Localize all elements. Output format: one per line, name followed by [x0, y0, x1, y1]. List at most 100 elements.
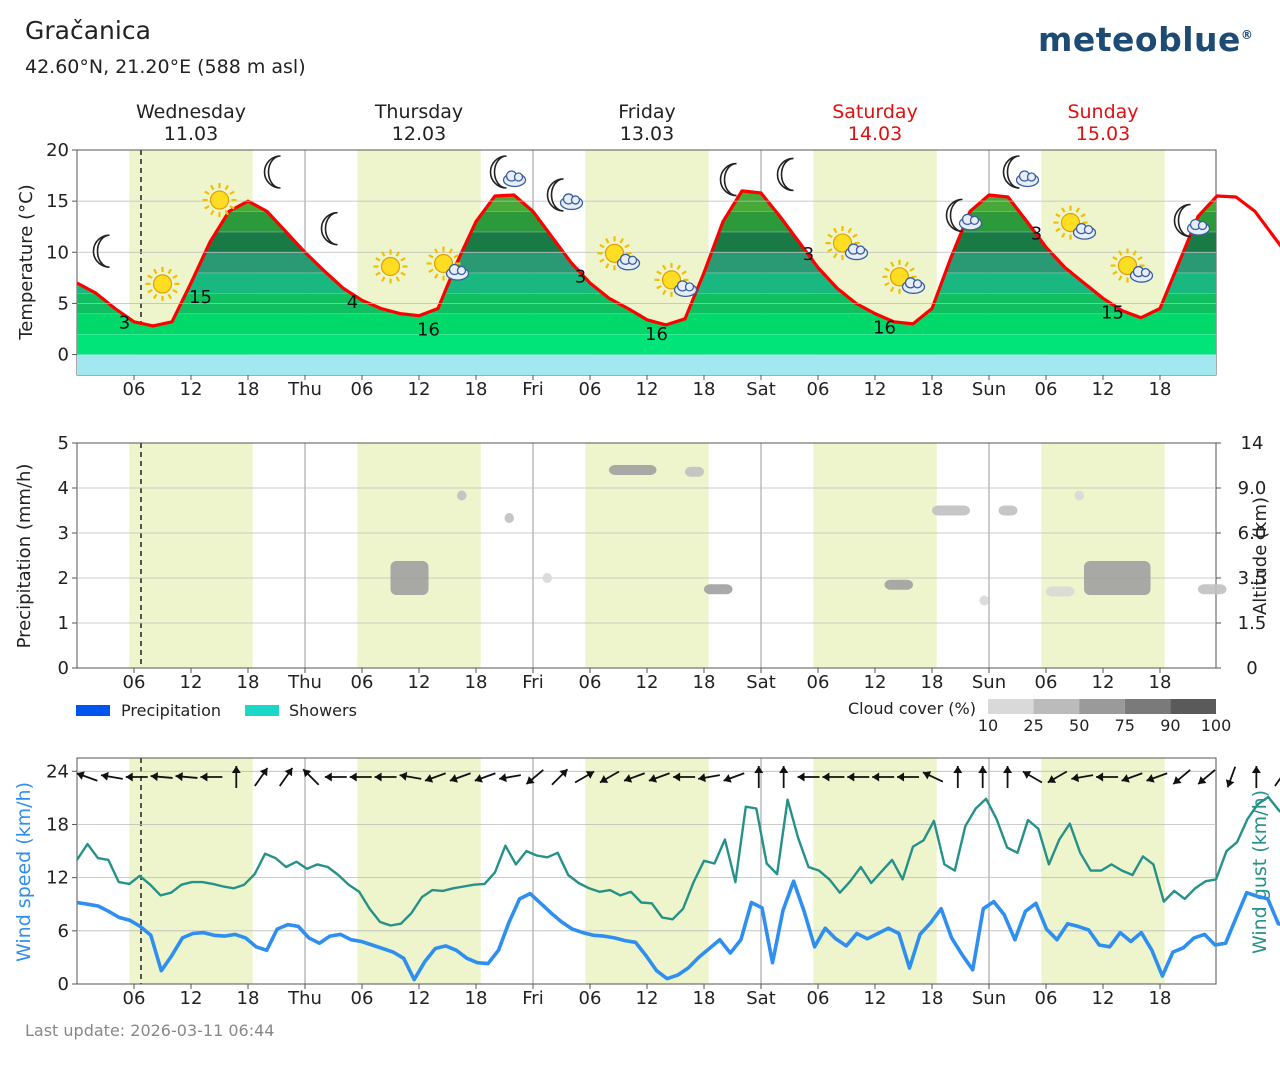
sun-cloud-icon: [426, 246, 470, 281]
cloud-patch: [457, 490, 467, 501]
x-tick-label: 18: [693, 379, 716, 400]
y-tick-label: 0: [58, 345, 69, 366]
day-band: [1041, 758, 1165, 984]
day-band: [357, 443, 481, 668]
wind-direction-arrow: [847, 772, 870, 782]
x-tick-label: 18: [465, 672, 488, 693]
day-date-1: 12.03: [392, 123, 446, 145]
temperature-extreme-label: 3: [575, 267, 586, 288]
wind-direction-arrow: [175, 772, 198, 782]
wind-direction-arrow: [150, 772, 173, 782]
sun-icon: [202, 183, 237, 218]
x-tick-label: 12: [408, 988, 431, 1009]
wind-direction-arrow: [498, 773, 521, 783]
precipitation-panel: 0 1 2 3 4 5 0 1.5 3.5 6.0 9.0 14 Precipitation (mm/h…: [14, 433, 1271, 679]
day-name-2: Friday: [618, 101, 676, 123]
x-tick-label: 18: [921, 672, 944, 693]
x-tick-label: 18: [465, 988, 488, 1009]
wind-direction-arrow: [922, 771, 944, 783]
wind-direction-arrow: [698, 773, 720, 783]
temp-band: [77, 313, 1216, 335]
panel-1: 06 12 18 Thu 06 12 18 Fri 06 12 18 Sat 06 12 18 Sun 06 12…: [76, 442, 1217, 693]
x-tick-label: 18: [1149, 379, 1172, 400]
y2-tick-label: 3.5: [1238, 568, 1267, 589]
y-tick-label: 0: [58, 974, 69, 995]
moon-icon: [320, 211, 338, 246]
wind-direction-arrow: [754, 766, 764, 788]
cloud-cover-level: 90: [1160, 716, 1180, 735]
wind-direction-arrow: [278, 767, 294, 787]
day-band: [813, 443, 937, 668]
x-tick-label: 18: [921, 988, 944, 1009]
cloud-patch: [1074, 490, 1084, 501]
wind-speed-line: [76, 879, 1280, 982]
x-tick-label: 12: [180, 672, 203, 693]
wind-direction-arrow: [374, 772, 397, 782]
last-update: Last update: 2026-03-11 06:44: [25, 1021, 275, 1040]
x-tick-label: Thu: [287, 672, 322, 693]
cloud-cover-swatch: [1033, 699, 1080, 714]
wind-direction-arrow: [723, 772, 745, 783]
y2-tick-label: 1.5: [1238, 613, 1267, 634]
wind-direction-arrow: [302, 768, 320, 786]
x-tick-label: 06: [123, 988, 146, 1009]
wind-direction-arrow: [200, 772, 223, 782]
wind-direction-arrow: [1172, 769, 1191, 785]
wind-direction-arrow: [779, 766, 789, 788]
sun-cloud-icon: [825, 226, 869, 261]
y-tick-label: 10: [46, 242, 69, 263]
day-date-3: 14.03: [848, 123, 902, 145]
x-tick-label: 12: [864, 988, 887, 1009]
legend: Precipitation Showers Cloud cover (%)10 25 5…: [76, 699, 1231, 735]
day-band: [813, 758, 937, 984]
temperature-extreme-label: 16: [417, 320, 440, 341]
wind-direction-arrow: [254, 767, 269, 787]
meteoblue-logo[interactable]: meteoblue®: [1038, 20, 1254, 59]
sun-cloud-icon: [1053, 205, 1097, 240]
wind-direction-arrow: [1121, 772, 1143, 783]
cloud-cover-level: 25: [1023, 716, 1043, 735]
day-band: [1041, 443, 1165, 668]
x-tick-label: 06: [351, 988, 374, 1009]
cloud-patch: [979, 595, 989, 606]
x-tick-label: 06: [579, 988, 602, 1009]
cloud-patch: [609, 465, 657, 475]
wind-direction-arrow: [424, 772, 446, 783]
wind-direction-arrow: [599, 770, 620, 784]
y-tick-label: 0: [58, 658, 69, 679]
x-tick-label: 18: [237, 379, 260, 400]
wind-direction-arrow: [349, 772, 372, 782]
temperature-extreme-label: 16: [645, 324, 668, 345]
cloud-cover-swatch: [988, 699, 1034, 714]
wind-direction-arrow: [978, 766, 988, 788]
day-date-2: 13.03: [620, 123, 674, 145]
cloud-patch: [390, 561, 429, 595]
x-tick-label: 06: [351, 672, 374, 693]
wind-direction-arrow: [399, 771, 422, 781]
location-coordinates: 42.60°N, 21.20°E (588 m asl): [25, 56, 306, 78]
x-tick-label: Sun: [972, 379, 1006, 400]
x-tick-label: 18: [465, 379, 488, 400]
day-date-4: 15.03: [1076, 123, 1130, 145]
wind-direction-arrow: [100, 771, 123, 781]
x-tick-label: 06: [579, 672, 602, 693]
temperature-extreme-label: 16: [873, 318, 896, 339]
x-tick-label: 12: [180, 379, 203, 400]
wind-direction-arrow: [1047, 770, 1068, 784]
x-tick-label: 06: [1035, 672, 1058, 693]
precipitation-axis-label: Precipitation (mm/h): [14, 464, 35, 649]
cloud-cover-legend-label: Cloud cover (%): [848, 699, 976, 718]
wind-direction-arrow: [1003, 766, 1013, 788]
cloud-cover-swatch: [1170, 699, 1216, 714]
cloud-patch: [685, 466, 704, 477]
cloud-patch: [542, 573, 552, 583]
x-tick-label: 18: [921, 379, 944, 400]
temperature-extreme-label: 3: [1031, 224, 1042, 245]
wind-direction-arrow: [449, 772, 471, 783]
x-tick-label: 18: [693, 988, 716, 1009]
wind-direction-arrow: [648, 772, 670, 783]
x-tick-label: 12: [1092, 988, 1115, 1009]
cloud-cover-swatch: [1124, 699, 1171, 714]
altitude-axis-label: Altitude (km): [1250, 497, 1271, 615]
x-tick-label: 18: [237, 988, 260, 1009]
